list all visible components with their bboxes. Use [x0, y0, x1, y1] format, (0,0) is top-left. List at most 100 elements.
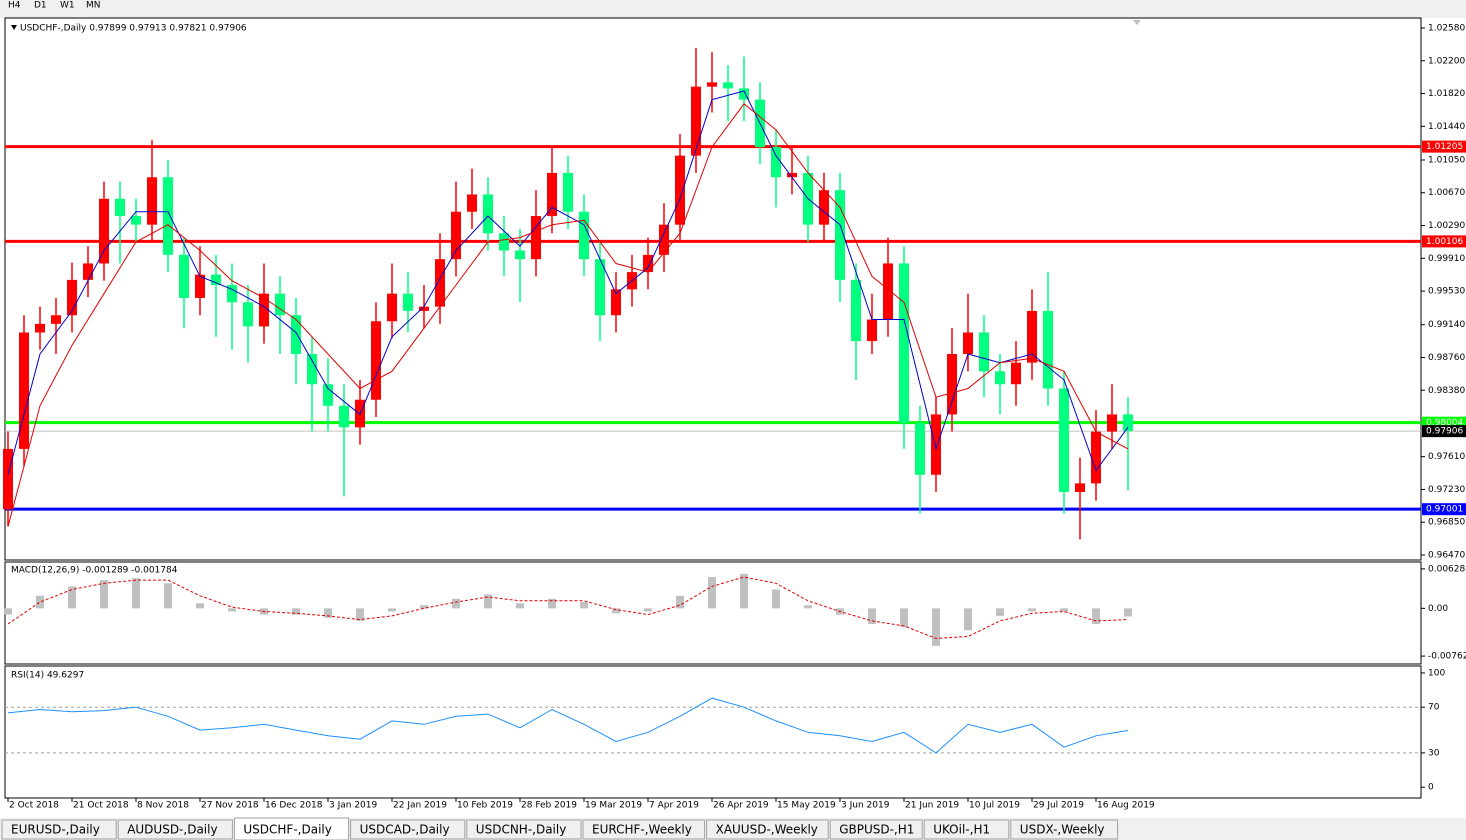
timeframe-button[interactable]: H4: [8, 1, 21, 11]
active-tab[interactable]: [233, 817, 350, 840]
macd-bar: [132, 578, 140, 609]
candle-body: [835, 190, 845, 280]
tab-label[interactable]: EURUSD-,Daily: [11, 823, 100, 837]
candle-body: [19, 332, 29, 449]
tab-label[interactable]: USDCNH-,Daily: [476, 823, 567, 837]
macd-bar: [804, 605, 812, 609]
macd-bar: [420, 605, 428, 609]
candle-body: [339, 405, 349, 428]
tab-label[interactable]: USDX-,Weekly: [1020, 823, 1105, 837]
candle-body: [1075, 483, 1085, 493]
candle-body: [179, 254, 189, 298]
y-tick-label: 1.02580: [1428, 24, 1465, 34]
rsi-line: [7, 697, 1129, 754]
tab-label[interactable]: AUDUSD-,Daily: [127, 823, 217, 837]
x-tick-label: 8 Nov 2018: [137, 801, 189, 811]
candle-body: [931, 414, 941, 475]
x-tick-label: 29 Jul 2019: [1033, 801, 1084, 811]
candle-body: [947, 354, 957, 415]
chart-window: [0, 18, 1466, 818]
moving-average: [7, 103, 1129, 527]
tab[interactable]: [582, 819, 706, 840]
candle-body: [883, 263, 893, 320]
candle-body: [467, 194, 477, 212]
timeframe-button[interactable]: D1: [34, 1, 47, 11]
candle-body: [1091, 431, 1101, 484]
chart-title: USDCHF-,Daily 0.97899 0.97913 0.97821 0.…: [20, 24, 247, 34]
y-tick-label: 0.99910: [1428, 254, 1465, 264]
macd-bar: [932, 608, 940, 646]
candle-body: [595, 259, 605, 316]
current-price-tag: [1422, 425, 1466, 438]
tab[interactable]: [1, 819, 117, 840]
candle-body: [771, 147, 781, 178]
tab[interactable]: [117, 819, 233, 840]
x-tick-label: 26 Apr 2019: [713, 801, 769, 811]
tab-label[interactable]: XAUUSD-,Weekly: [716, 823, 818, 837]
macd-bar: [516, 603, 524, 609]
macd-bar: [900, 608, 908, 628]
candle-body: [403, 293, 413, 311]
x-tick-label: 10 Feb 2019: [457, 801, 513, 811]
y-tick-label: 0.00: [1428, 604, 1448, 614]
x-tick-label: 21 Oct 2018: [73, 801, 129, 811]
candle-body: [1123, 414, 1133, 432]
candle-body: [739, 88, 749, 100]
tab-label[interactable]: EURCHF-,Weekly: [592, 823, 692, 837]
tab-label[interactable]: GBPUSD-,H1: [839, 823, 914, 837]
level-tag-label: 0.97001: [1426, 505, 1463, 515]
candle-body: [1011, 362, 1021, 385]
macd-bar: [356, 608, 364, 621]
tab[interactable]: [466, 819, 582, 840]
candle-body: [259, 293, 269, 327]
moving-average: [7, 90, 1129, 475]
macd-bar: [676, 595, 684, 609]
level-tag: [1422, 235, 1466, 248]
candle-body: [547, 172, 557, 217]
y-tick-label: 100: [1428, 668, 1445, 678]
candle-body: [611, 289, 621, 316]
candle-body: [659, 224, 669, 255]
tab[interactable]: [923, 819, 1010, 840]
y-tick-label: 0.99140: [1428, 320, 1465, 330]
candle-body: [691, 86, 701, 156]
tab-label[interactable]: UKOil-,H1: [933, 823, 990, 837]
candle-body: [1027, 310, 1037, 363]
tab[interactable]: [1010, 819, 1119, 840]
x-tick-label: 22 Jan 2019: [393, 801, 447, 811]
timeframe-button[interactable]: W1: [60, 1, 75, 11]
tab[interactable]: [350, 819, 466, 840]
macd-bar: [4, 608, 12, 615]
candle-body: [371, 321, 381, 400]
candle-body: [243, 302, 253, 327]
tab[interactable]: [829, 819, 923, 840]
x-tick-label: 10 Jul 2019: [969, 801, 1020, 811]
shift-marker: [1133, 20, 1141, 25]
tab-label[interactable]: USDCAD-,Daily: [360, 823, 450, 837]
y-tick-label: 0.97230: [1428, 485, 1465, 495]
macd-bar: [324, 608, 332, 618]
x-tick-label: 16 Dec 2018: [265, 801, 323, 811]
macd-bar: [1060, 608, 1068, 612]
y-tick-label: 0.006286: [1428, 564, 1466, 574]
candle-body: [3, 448, 13, 510]
macd-bar: [1028, 608, 1036, 612]
macd-bar: [1092, 608, 1100, 625]
y-tick-label: 1.01820: [1428, 89, 1465, 99]
y-tick-label: 0.99530: [1428, 287, 1465, 297]
candle-body: [307, 354, 317, 385]
timeframe-button[interactable]: MN: [86, 1, 101, 11]
candle-body: [531, 216, 541, 260]
macd-bar: [228, 608, 236, 612]
candle-body: [291, 315, 301, 355]
tab-label[interactable]: USDCHF-,Daily: [243, 823, 331, 837]
candle-body: [451, 211, 461, 260]
tab[interactable]: [706, 819, 829, 840]
candle-body: [323, 384, 333, 406]
candle-body: [851, 279, 861, 342]
macd-bar: [612, 608, 620, 614]
candle-body: [419, 306, 429, 311]
y-tick-label: 0.96470: [1428, 550, 1465, 560]
macd-bar: [580, 602, 588, 609]
